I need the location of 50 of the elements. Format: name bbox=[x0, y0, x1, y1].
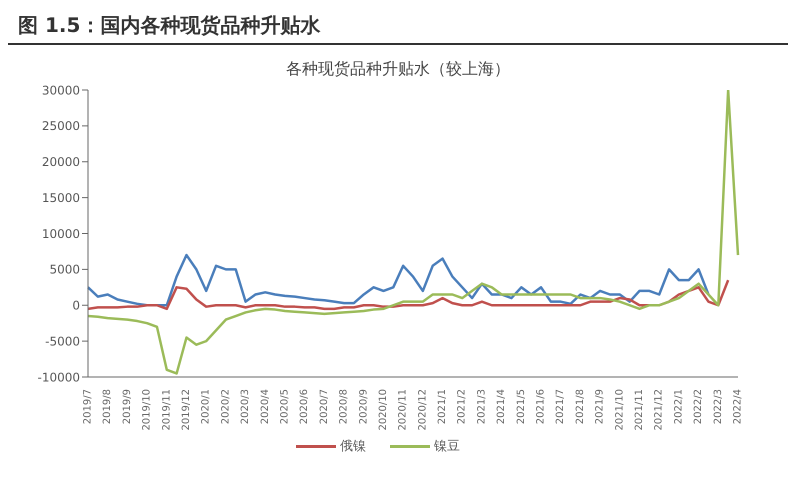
x-tick-label: 2020/6 bbox=[299, 389, 310, 424]
x-tick-label: 2020/5 bbox=[279, 389, 290, 424]
x-tick-label: 2020/11 bbox=[398, 389, 409, 431]
line-series bbox=[86, 254, 710, 306]
x-tick-label: 2019/8 bbox=[102, 389, 114, 424]
line-series bbox=[86, 278, 730, 310]
x-tick-label: 2021/1 bbox=[437, 389, 448, 424]
y-tick-label: 25000 bbox=[42, 119, 80, 134]
x-tick-label: 2021/9 bbox=[594, 389, 606, 424]
y-tick-label: 15000 bbox=[42, 190, 80, 205]
y-tick-label: 30000 bbox=[42, 83, 80, 98]
x-tick-label: 2021/8 bbox=[574, 389, 586, 424]
chart-title: 图 1.5：国内各种现货品种升贴水 bbox=[8, 8, 788, 45]
y-tick-label: -10000 bbox=[37, 370, 80, 384]
x-tick-label: 2019/10 bbox=[142, 389, 153, 431]
chart-subtitle: 各种现货品种升贴水（较上海） bbox=[285, 59, 511, 80]
legend-label: 镍豆 bbox=[433, 438, 460, 455]
x-tick-label: 2020/2 bbox=[220, 389, 232, 424]
y-tick-label: 20000 bbox=[42, 155, 80, 170]
y-tick-label: -5000 bbox=[45, 334, 80, 348]
legend-label: 俄镍 bbox=[339, 438, 366, 455]
x-tick-label: 2020/3 bbox=[240, 389, 252, 424]
x-tick-label: 2021/5 bbox=[516, 389, 527, 424]
x-tick-label: 2022/1 bbox=[673, 389, 684, 424]
x-tick-label: 2021/11 bbox=[634, 389, 646, 431]
x-tick-label: 2022/3 bbox=[712, 389, 724, 424]
x-tick-label: 2022/4 bbox=[732, 389, 744, 424]
x-tick-label: 2021/7 bbox=[555, 389, 566, 424]
x-tick-label: 2019/11 bbox=[161, 389, 172, 431]
x-tick-label: 2020/7 bbox=[318, 389, 330, 424]
y-tick-label: 10000 bbox=[42, 226, 80, 241]
x-tick-label: 2019/7 bbox=[82, 389, 94, 424]
y-tick-label: 5000 bbox=[49, 262, 80, 277]
x-tick-label: 2020/1 bbox=[200, 389, 212, 424]
x-tick-label: 2021/10 bbox=[614, 389, 626, 431]
x-tick-label: 2020/12 bbox=[417, 389, 428, 431]
x-tick-label: 2022/2 bbox=[693, 389, 704, 424]
x-tick-label: 2021/4 bbox=[496, 389, 508, 424]
x-tick-label: 2020/4 bbox=[260, 389, 271, 424]
x-tick-label: 2021/12 bbox=[654, 389, 665, 431]
y-tick-label: 0 bbox=[72, 298, 80, 313]
x-tick-label: 2021/6 bbox=[536, 389, 547, 424]
line-series bbox=[86, 90, 740, 375]
x-tick-label: 2019/12 bbox=[180, 389, 192, 431]
x-tick-label: 2020/10 bbox=[378, 389, 389, 431]
x-tick-label: 2020/8 bbox=[338, 389, 350, 424]
x-tick-label: 2019/9 bbox=[122, 389, 133, 424]
x-tick-label: 2021/2 bbox=[456, 389, 468, 424]
x-tick-label: 2021/3 bbox=[476, 389, 488, 424]
x-tick-label: 2020/9 bbox=[358, 389, 370, 424]
